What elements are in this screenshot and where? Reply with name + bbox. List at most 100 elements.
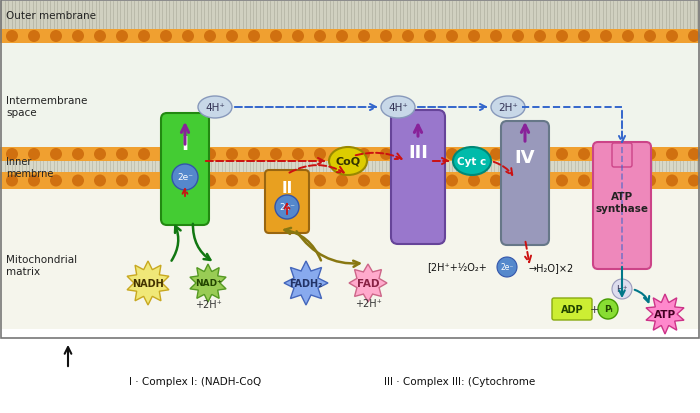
Polygon shape	[349, 264, 387, 302]
Circle shape	[490, 175, 502, 187]
Ellipse shape	[381, 97, 415, 119]
Circle shape	[270, 31, 282, 43]
Circle shape	[28, 31, 40, 43]
Circle shape	[534, 149, 546, 161]
Circle shape	[336, 31, 348, 43]
Circle shape	[6, 175, 18, 187]
Circle shape	[94, 31, 106, 43]
Circle shape	[468, 149, 480, 161]
Text: +2H⁺: +2H⁺	[355, 298, 382, 308]
Circle shape	[160, 175, 172, 187]
Text: 4H⁺: 4H⁺	[388, 103, 408, 113]
Circle shape	[402, 31, 414, 43]
Circle shape	[468, 31, 480, 43]
Bar	[0, 147, 700, 190]
Circle shape	[50, 149, 62, 161]
Bar	[1, 1, 699, 338]
Ellipse shape	[329, 147, 367, 176]
Text: Intermembrane
space: Intermembrane space	[6, 96, 88, 117]
Ellipse shape	[453, 147, 491, 176]
Text: Cyt c: Cyt c	[457, 157, 486, 166]
Ellipse shape	[198, 97, 232, 119]
Circle shape	[534, 175, 546, 187]
Circle shape	[204, 149, 216, 161]
Text: Mitochondrial
matrix: Mitochondrial matrix	[6, 254, 77, 276]
Circle shape	[314, 31, 326, 43]
Circle shape	[578, 175, 590, 187]
Text: III: III	[408, 144, 428, 161]
Circle shape	[446, 149, 458, 161]
Circle shape	[358, 175, 370, 187]
Circle shape	[28, 175, 40, 187]
Polygon shape	[646, 294, 684, 334]
Circle shape	[182, 31, 194, 43]
Circle shape	[512, 31, 524, 43]
Circle shape	[600, 175, 612, 187]
Circle shape	[204, 175, 216, 187]
Text: NADH: NADH	[132, 278, 164, 288]
Circle shape	[248, 149, 260, 161]
Circle shape	[204, 31, 216, 43]
Circle shape	[72, 31, 84, 43]
Circle shape	[468, 175, 480, 187]
Text: +: +	[589, 304, 598, 314]
Circle shape	[358, 149, 370, 161]
Circle shape	[314, 175, 326, 187]
Circle shape	[598, 299, 618, 319]
Text: CoQ: CoQ	[335, 157, 361, 166]
Text: 2e⁻: 2e⁻	[177, 173, 193, 182]
Text: FADH₂: FADH₂	[289, 278, 323, 288]
Circle shape	[182, 149, 194, 161]
Circle shape	[622, 149, 634, 161]
Text: ATP: ATP	[654, 309, 676, 319]
Circle shape	[292, 175, 304, 187]
Text: III · Complex III: (Cytochrome: III · Complex III: (Cytochrome	[384, 376, 536, 386]
Text: H⁺: H⁺	[616, 285, 628, 294]
Circle shape	[270, 149, 282, 161]
Bar	[0, 173, 700, 190]
Circle shape	[94, 175, 106, 187]
Circle shape	[424, 149, 436, 161]
Circle shape	[534, 31, 546, 43]
Circle shape	[512, 149, 524, 161]
Text: 2H⁺: 2H⁺	[498, 103, 518, 113]
Bar	[0, 2, 700, 30]
Circle shape	[688, 175, 700, 187]
Circle shape	[50, 31, 62, 43]
Circle shape	[172, 165, 198, 190]
FancyBboxPatch shape	[161, 114, 209, 225]
FancyBboxPatch shape	[265, 171, 309, 233]
Circle shape	[160, 31, 172, 43]
Bar	[0, 30, 700, 44]
Circle shape	[556, 31, 568, 43]
Circle shape	[556, 149, 568, 161]
Circle shape	[336, 175, 348, 187]
Circle shape	[380, 175, 392, 187]
Circle shape	[622, 175, 634, 187]
Circle shape	[644, 175, 656, 187]
Text: +2H⁺: +2H⁺	[195, 299, 221, 309]
Circle shape	[275, 195, 299, 219]
Text: Outer membrane: Outer membrane	[6, 11, 96, 21]
Text: ATP
synthase: ATP synthase	[596, 192, 648, 213]
Circle shape	[248, 175, 260, 187]
FancyBboxPatch shape	[593, 142, 651, 269]
Circle shape	[688, 149, 700, 161]
Circle shape	[424, 175, 436, 187]
Circle shape	[28, 149, 40, 161]
Circle shape	[600, 149, 612, 161]
Text: II: II	[281, 181, 293, 196]
Circle shape	[424, 31, 436, 43]
Polygon shape	[127, 261, 169, 305]
Circle shape	[160, 149, 172, 161]
Circle shape	[226, 175, 238, 187]
Circle shape	[497, 257, 517, 277]
Circle shape	[688, 31, 700, 43]
Text: I · Complex I: (NADH-CoQ: I · Complex I: (NADH-CoQ	[129, 376, 261, 386]
FancyBboxPatch shape	[612, 144, 632, 168]
Circle shape	[72, 175, 84, 187]
Circle shape	[380, 149, 392, 161]
Circle shape	[666, 31, 678, 43]
Text: 2e⁻: 2e⁻	[500, 263, 514, 272]
Text: I: I	[181, 135, 188, 154]
